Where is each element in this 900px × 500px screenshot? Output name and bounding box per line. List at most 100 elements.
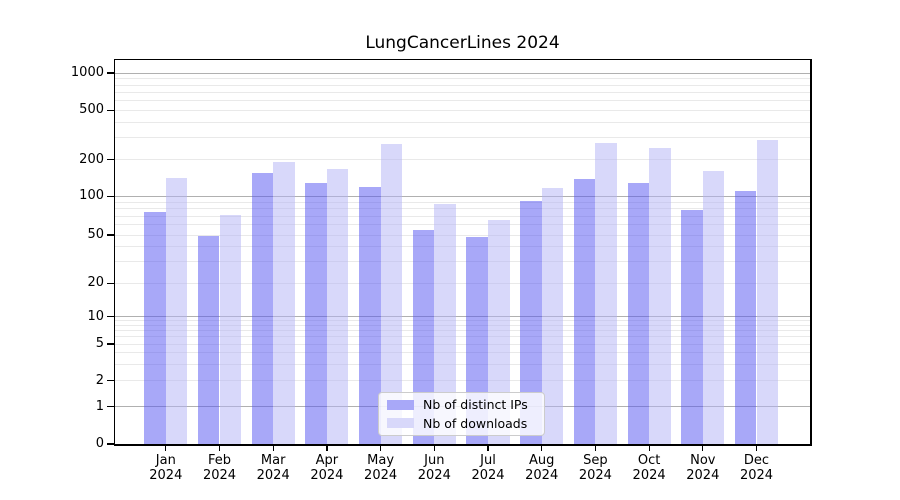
gridline-minor-400 bbox=[115, 121, 810, 123]
x-tick-label-year-dec: 2024 bbox=[739, 468, 774, 483]
x-tick-mark-may bbox=[380, 445, 382, 451]
legend: Nb of distinct IPs Nb of downloads bbox=[378, 392, 545, 436]
x-tick-label-year-jul: 2024 bbox=[471, 468, 505, 483]
y-tick-mark-50 bbox=[107, 234, 114, 236]
bar-distinct-ips-aug bbox=[520, 201, 542, 444]
y-tick-label-1000: 1000 bbox=[70, 65, 104, 80]
gridline-minor-7 bbox=[115, 330, 810, 332]
gridline-minor-5 bbox=[115, 343, 810, 345]
bar-distinct-ips-apr bbox=[305, 183, 327, 444]
gridline-minor-30 bbox=[115, 261, 810, 263]
bar-distinct-ips-jun bbox=[412, 229, 435, 444]
x-tick-mark-nov bbox=[702, 445, 704, 451]
bar-distinct-ips-feb bbox=[197, 236, 220, 444]
gridline-minor-800 bbox=[115, 84, 810, 86]
x-tick-label-year-may: 2024 bbox=[364, 468, 398, 483]
y-tick-mark-20 bbox=[107, 282, 114, 284]
chart-title: LungCancerLines 2024 bbox=[365, 33, 560, 53]
gridline-minor-600 bbox=[115, 99, 810, 101]
x-tick-mark-jul bbox=[487, 445, 489, 451]
y-tick-label-0: 0 bbox=[95, 436, 104, 451]
x-tick-label-month-apr: Apr bbox=[315, 453, 339, 468]
axis-spine-right bbox=[810, 58, 812, 446]
gridline-minor-900 bbox=[115, 78, 810, 80]
gridline-minor-50 bbox=[115, 234, 810, 236]
x-tick-label-year-nov: 2024 bbox=[686, 468, 720, 483]
bar-distinct-ips-may bbox=[359, 187, 381, 444]
x-tick-mark-jan bbox=[165, 445, 167, 451]
x-tick-mark-dec bbox=[755, 445, 758, 451]
y-tick-mark-100 bbox=[107, 195, 114, 198]
gridline-minor-70 bbox=[115, 215, 810, 217]
bar-distinct-ips-sep bbox=[573, 178, 596, 444]
x-tick-label-month-aug: Aug bbox=[528, 453, 555, 468]
y-tick-mark-10 bbox=[107, 315, 114, 318]
bar-distinct-ips-dec bbox=[734, 190, 757, 444]
x-tick-label-year-aug: 2024 bbox=[525, 468, 559, 483]
y-tick-mark-1000 bbox=[107, 72, 114, 74]
gridline-minor-200 bbox=[115, 159, 810, 161]
legend-entry-distinct-ips: Nb of distinct IPs bbox=[387, 396, 536, 414]
legend-entry-downloads: Nb of downloads bbox=[387, 414, 536, 432]
gridline-major-1000 bbox=[115, 72, 810, 74]
bar-downloads-may bbox=[380, 144, 403, 444]
y-tick-mark-0 bbox=[107, 443, 114, 445]
bar-downloads-jul bbox=[488, 219, 510, 444]
bar-downloads-nov bbox=[702, 170, 725, 444]
axis-spine-top bbox=[113, 58, 812, 60]
x-tick-label-year-jun: 2024 bbox=[417, 468, 451, 483]
y-tick-label-5: 5 bbox=[95, 336, 104, 351]
gridline-major-100 bbox=[115, 195, 810, 197]
axis-spine-bottom bbox=[113, 444, 812, 446]
legend-label-downloads: Nb of downloads bbox=[423, 415, 528, 431]
x-tick-label-month-feb: Feb bbox=[207, 453, 232, 468]
bar-downloads-dec bbox=[756, 140, 779, 444]
legend-swatch-distinct-ips bbox=[387, 399, 414, 410]
gridline-minor-700 bbox=[115, 91, 810, 93]
bar-distinct-ips-mar bbox=[251, 173, 274, 444]
bar-downloads-jan bbox=[165, 177, 188, 444]
x-tick-label-year-jan: 2024 bbox=[149, 468, 183, 483]
x-tick-mark-mar bbox=[272, 445, 274, 451]
gridline-minor-3 bbox=[115, 363, 810, 365]
y-tick-label-1: 1 bbox=[95, 398, 104, 414]
bar-distinct-ips-oct bbox=[627, 183, 650, 444]
x-tick-label-month-jun: Jun bbox=[424, 453, 445, 468]
bar-downloads-mar bbox=[273, 161, 295, 444]
bar-downloads-oct bbox=[649, 148, 671, 444]
x-tick-label-month-mar: Mar bbox=[260, 453, 286, 468]
y-tick-label-10: 10 bbox=[87, 308, 104, 324]
y-tick-mark-200 bbox=[107, 159, 114, 161]
bar-downloads-sep bbox=[595, 142, 617, 444]
gridline-minor-6 bbox=[115, 336, 810, 338]
gridline-minor-60 bbox=[115, 224, 810, 226]
y-tick-mark-5 bbox=[107, 343, 114, 345]
legend-label-distinct-ips: Nb of distinct IPs bbox=[423, 397, 528, 413]
plot-area bbox=[115, 60, 810, 444]
bar-distinct-ips-nov bbox=[681, 209, 703, 444]
gridline-minor-300 bbox=[115, 137, 810, 139]
y-tick-label-2: 2 bbox=[95, 372, 104, 388]
bar-distinct-ips-jan bbox=[144, 212, 166, 444]
y-tick-label-50: 50 bbox=[87, 227, 104, 242]
gridline-minor-9 bbox=[115, 320, 810, 322]
gridline-minor-8 bbox=[115, 324, 810, 326]
y-tick-mark-1 bbox=[107, 406, 114, 408]
y-tick-label-100: 100 bbox=[79, 188, 104, 204]
x-tick-mark-jun bbox=[433, 445, 435, 451]
gridline-major-10 bbox=[115, 316, 810, 317]
gridline-minor-40 bbox=[115, 246, 810, 248]
axis-spine-left bbox=[113, 58, 115, 446]
x-tick-mark-oct bbox=[648, 445, 650, 451]
gridline-minor-4 bbox=[115, 352, 810, 354]
y-tick-mark-500 bbox=[107, 109, 114, 111]
x-tick-label-year-oct: 2024 bbox=[632, 468, 666, 483]
x-tick-label-month-dec: Dec bbox=[743, 453, 770, 468]
gridline-minor-500 bbox=[115, 109, 810, 111]
gridline-minor-20 bbox=[115, 282, 810, 284]
x-tick-label-year-feb: 2024 bbox=[202, 468, 237, 483]
x-tick-label-month-oct: Oct bbox=[637, 453, 661, 468]
x-tick-label-month-jan: Jan bbox=[155, 453, 176, 468]
x-tick-label-year-apr: 2024 bbox=[310, 468, 344, 483]
